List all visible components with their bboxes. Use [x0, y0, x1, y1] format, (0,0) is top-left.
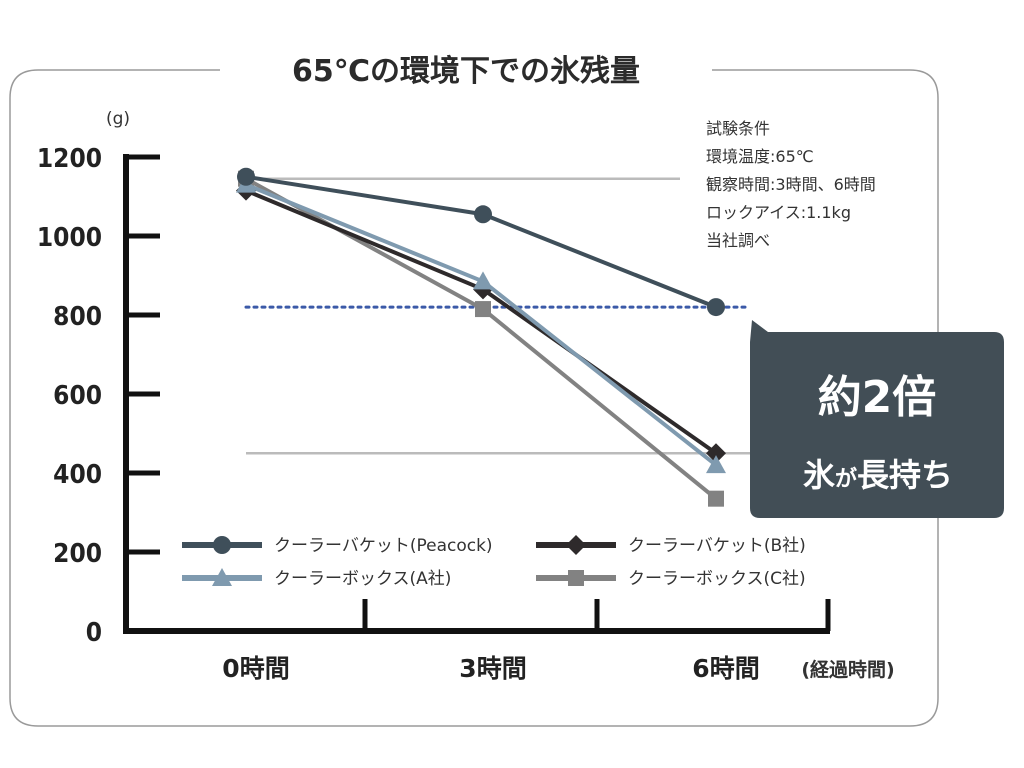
legend-item: クーラーバケット(Peacock) — [182, 536, 493, 556]
reference-lines — [244, 177, 752, 455]
data-point-circle — [474, 205, 492, 224]
condition-line: 試験条件 — [706, 119, 770, 138]
data-series — [236, 167, 726, 507]
legend-label: クーラーバケット(Peacock) — [274, 536, 493, 556]
axes: 0 200 400 600 800 1000 1200 0時間 3時間 6時間 — [37, 144, 831, 683]
data-point-diamond — [566, 535, 586, 555]
data-point-triangle — [212, 568, 232, 586]
y-tick-label: 800 — [53, 302, 102, 332]
legend-item: クーラーボックス(C社) — [536, 569, 806, 589]
y-axis-unit-label: (g) — [106, 109, 130, 129]
legend-label: クーラーバケット(B社) — [628, 536, 806, 556]
data-point-circle — [213, 536, 231, 554]
data-point-diamond — [706, 443, 726, 464]
y-tick-label: 1200 — [37, 144, 102, 174]
condition-line: ロックアイス:1.1kg — [706, 203, 851, 222]
callout-line2-b: が — [835, 466, 857, 492]
callout-box: 約2倍 氷が長持ち — [750, 320, 1004, 518]
y-tick-label: 600 — [53, 381, 102, 411]
chart-title: 65℃の環境下での氷残量 — [292, 54, 640, 89]
legend-item: クーラーボックス(A社) — [182, 568, 451, 589]
callout-line2-c: 長持ち — [857, 456, 953, 494]
series-line — [245, 176, 718, 501]
y-tick-label: 1000 — [37, 223, 102, 253]
x-category-label: 3時間 — [459, 654, 526, 683]
y-tick-label: 200 — [53, 539, 102, 569]
callout-line2: 氷が長持ち — [803, 456, 953, 494]
data-point-square — [475, 301, 491, 318]
callout-shape — [750, 320, 1004, 518]
series-1 — [236, 174, 726, 474]
condition-line: 観察時間:3時間、6時間 — [706, 175, 876, 194]
condition-line: 環境温度:65℃ — [706, 147, 814, 166]
x-axis-label: (経過時間) — [801, 658, 894, 681]
callout-line2-a: 氷 — [803, 456, 836, 494]
legend: クーラーバケット(Peacock) クーラーバケット(B社) クーラーボックス(A社… — [182, 535, 806, 589]
x-category-label: 6時間 — [692, 654, 759, 683]
series-line — [245, 188, 718, 455]
y-tick-label: 400 — [53, 460, 102, 490]
data-point-square — [708, 490, 724, 507]
series-line — [245, 182, 718, 467]
data-point-triangle — [473, 271, 493, 290]
series-0 — [237, 167, 725, 317]
legend-item: クーラーバケット(B社) — [536, 535, 806, 556]
legend-label: クーラーボックス(A社) — [274, 569, 451, 589]
legend-label: クーラーボックス(C社) — [628, 569, 806, 589]
condition-line: 当社調べ — [706, 231, 770, 250]
data-point-square — [568, 570, 584, 586]
y-tick-label: 0 — [86, 618, 102, 648]
x-category-label: 0時間 — [222, 654, 289, 683]
data-point-circle — [237, 167, 255, 186]
frame-border — [9, 69, 939, 727]
data-point-circle — [707, 298, 725, 317]
data-point-triangle — [706, 455, 726, 474]
callout-line1: 約2倍 — [818, 372, 937, 423]
